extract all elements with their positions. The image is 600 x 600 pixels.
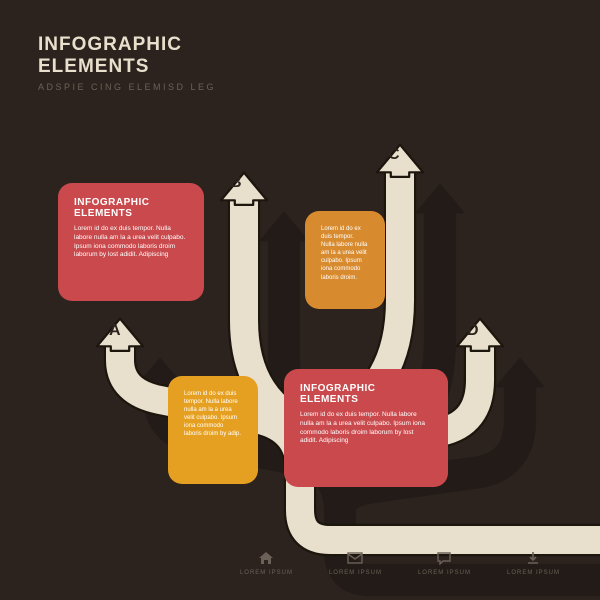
card-a: INFOGRAPHIC ELEMENTS Lorem id do ex duis … — [58, 183, 204, 301]
footer-caption: LOREM IPSUM — [507, 570, 560, 576]
download-icon — [525, 551, 541, 565]
card-d: INFOGRAPHIC ELEMENTS Lorem id do ex duis … — [284, 369, 448, 487]
chat-icon — [436, 551, 452, 565]
footer-caption: LOREM IPSUM — [418, 570, 471, 576]
footer-item-download[interactable]: LOREM IPSUM — [507, 551, 560, 576]
card-a-body: Lorem id do ex duis tempor. Nulla labore… — [74, 225, 188, 260]
card-c-body: Lorem id do ex duis tempor. Nulla labore… — [184, 390, 242, 439]
mail-icon — [347, 551, 363, 565]
footer-nav: LOREM IPSUM LOREM IPSUM LOREM IPSUM LOREM I… — [240, 551, 560, 576]
footer-caption: LOREM IPSUM — [240, 570, 293, 576]
card-d-body: Lorem id do ex duis tempor. Nulla labore… — [300, 411, 432, 446]
card-d-title: INFOGRAPHIC ELEMENTS — [300, 383, 432, 405]
branch-label-a: A — [109, 322, 121, 340]
card-b-body: Lorem id do ex duis tempor. Nulla labore… — [321, 225, 369, 282]
branch-label-c: C — [388, 146, 400, 164]
card-b: Lorem id do ex duis tempor. Nulla labore… — [305, 211, 385, 309]
card-c: Lorem id do ex duis tempor. Nulla labore… — [168, 376, 258, 484]
card-a-title: INFOGRAPHIC ELEMENTS — [74, 197, 188, 219]
home-icon — [258, 551, 274, 565]
footer-item-chat[interactable]: LOREM IPSUM — [418, 551, 471, 576]
footer-item-home[interactable]: LOREM IPSUM — [240, 551, 293, 576]
footer-caption: LOREM IPSUM — [329, 570, 382, 576]
branch-label-d: D — [467, 322, 479, 340]
branch-label-b: B — [230, 174, 242, 192]
footer-item-mail[interactable]: LOREM IPSUM — [329, 551, 382, 576]
